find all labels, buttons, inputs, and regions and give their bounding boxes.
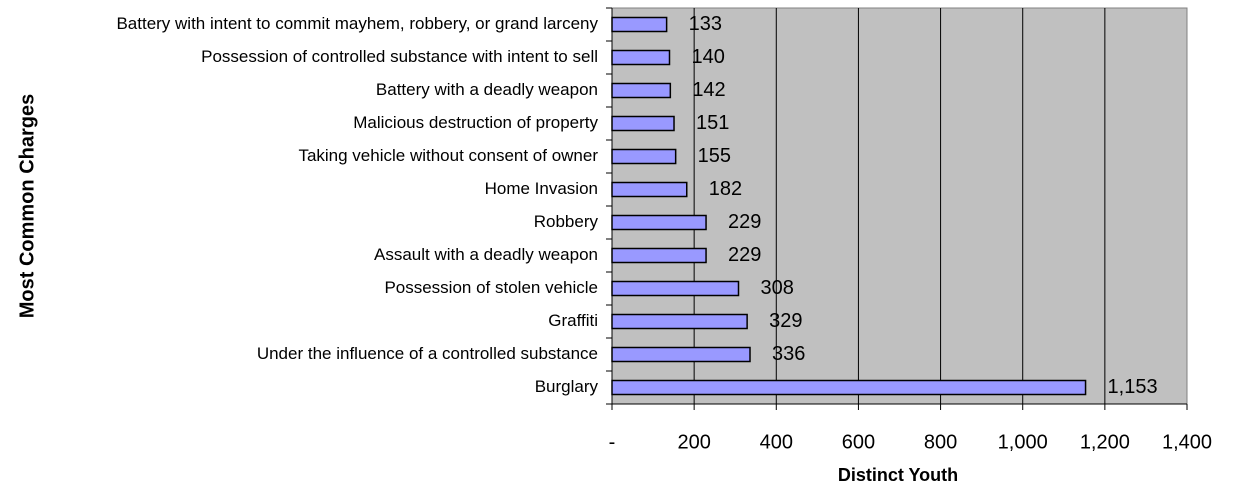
bar [611, 247, 707, 264]
bar [611, 181, 688, 198]
bar [611, 16, 668, 33]
y-tick-label: Malicious destruction of property [353, 113, 598, 132]
x-tick-label: 1,200 [1080, 431, 1130, 453]
data-label: 142 [692, 79, 725, 101]
bar [611, 346, 751, 363]
y-tick-label: Burglary [535, 377, 599, 396]
data-label: 336 [772, 343, 805, 365]
bar [611, 214, 707, 231]
data-label: 140 [692, 46, 725, 68]
x-axis-title: Distinct Youth [838, 465, 958, 485]
data-label: 329 [769, 310, 802, 332]
x-tick-label: 800 [924, 431, 957, 453]
y-tick-label: Battery with a deadly weapon [376, 80, 598, 99]
x-tick-label: 400 [760, 431, 793, 453]
bar [611, 115, 675, 132]
y-tick-label: Possession of controlled substance with … [201, 47, 598, 66]
data-label: 182 [709, 178, 742, 200]
bar [611, 280, 740, 297]
x-tick-label: 600 [842, 431, 875, 453]
data-label: 308 [761, 277, 794, 299]
bar [611, 82, 672, 99]
x-tick-label: 1,000 [998, 431, 1048, 453]
x-tick-label: - [609, 431, 616, 453]
y-tick-label: Assault with a deadly weapon [374, 245, 598, 264]
bar [611, 379, 1087, 396]
y-tick-label: Battery with intent to commit mayhem, ro… [116, 14, 598, 33]
bar [611, 49, 671, 66]
data-label: 229 [728, 211, 761, 233]
data-label: 229 [728, 244, 761, 266]
data-label: 151 [696, 112, 729, 134]
y-tick-label: Graffiti [548, 311, 598, 330]
y-tick-label: Under the influence of a controlled subs… [257, 344, 598, 363]
data-label: 1,153 [1108, 376, 1158, 398]
y-tick-label: Taking vehicle without consent of owner [298, 146, 598, 165]
bar [611, 313, 748, 330]
x-tick-label: 1,400 [1162, 431, 1212, 453]
y-tick-label: Home Invasion [485, 179, 598, 198]
plot-area [611, 7, 1188, 405]
x-tick-label: 200 [677, 431, 710, 453]
y-tick-label: Robbery [534, 212, 599, 231]
y-tick-label: Possession of stolen vehicle [384, 278, 598, 297]
bar [611, 148, 677, 165]
data-label: 155 [698, 145, 731, 167]
data-label: 133 [689, 13, 722, 35]
y-axis-title: Most Common Charges [16, 94, 38, 318]
